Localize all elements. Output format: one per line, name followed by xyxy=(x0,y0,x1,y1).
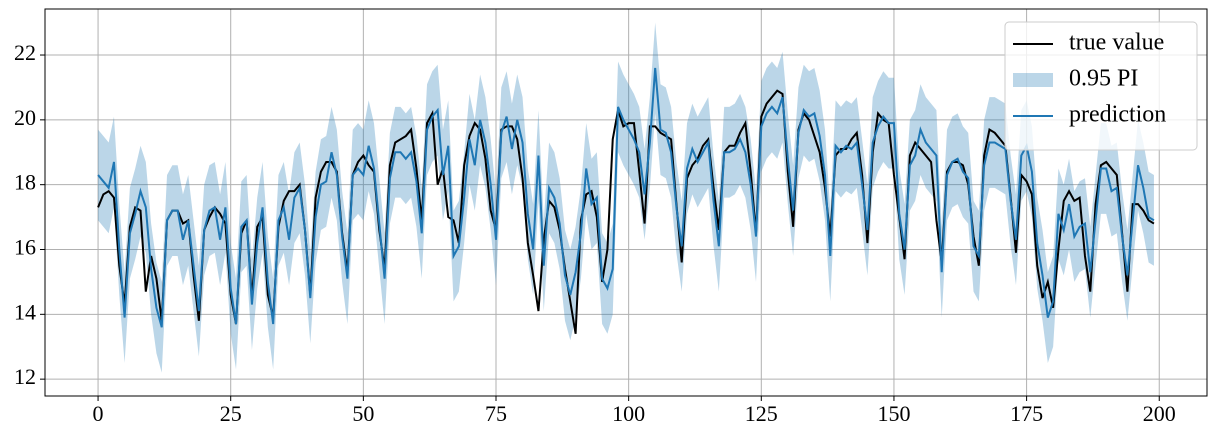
x-tick-label: 0 xyxy=(93,401,104,426)
plot xyxy=(97,22,1155,373)
y-tick-label: 12 xyxy=(14,364,36,389)
legend: true value 0.95 PI prediction xyxy=(1004,21,1198,151)
y-tick-label: 16 xyxy=(14,235,36,260)
y-tick-label: 20 xyxy=(14,105,36,130)
legend-label: true value xyxy=(1069,30,1164,56)
x-tick-label: 75 xyxy=(485,401,507,426)
y-tick-label: 22 xyxy=(14,40,36,65)
x-tick-label: 200 xyxy=(1143,401,1176,426)
x-tick-label: 125 xyxy=(745,401,778,426)
y-tick-label: 18 xyxy=(14,170,36,195)
legend-label: prediction xyxy=(1069,102,1166,128)
x-tick-label: 150 xyxy=(877,401,910,426)
x-tick-label: 100 xyxy=(612,401,645,426)
ticks: 0 25 50 75 100 125 150 175 200 12 14 16 18 20 22 xyxy=(14,40,1176,426)
x-tick-label: 50 xyxy=(352,401,374,426)
y-tick-label: 14 xyxy=(14,299,36,324)
x-tick-label: 25 xyxy=(220,401,242,426)
series-line xyxy=(97,67,1155,328)
axes-frame xyxy=(44,8,1208,397)
legend-swatch xyxy=(1013,73,1053,87)
legend-box xyxy=(1004,21,1198,151)
x-tick-label: 175 xyxy=(1010,401,1043,426)
legend-label: 0.95 PI xyxy=(1069,66,1138,92)
prediction-interval xyxy=(98,22,1154,373)
